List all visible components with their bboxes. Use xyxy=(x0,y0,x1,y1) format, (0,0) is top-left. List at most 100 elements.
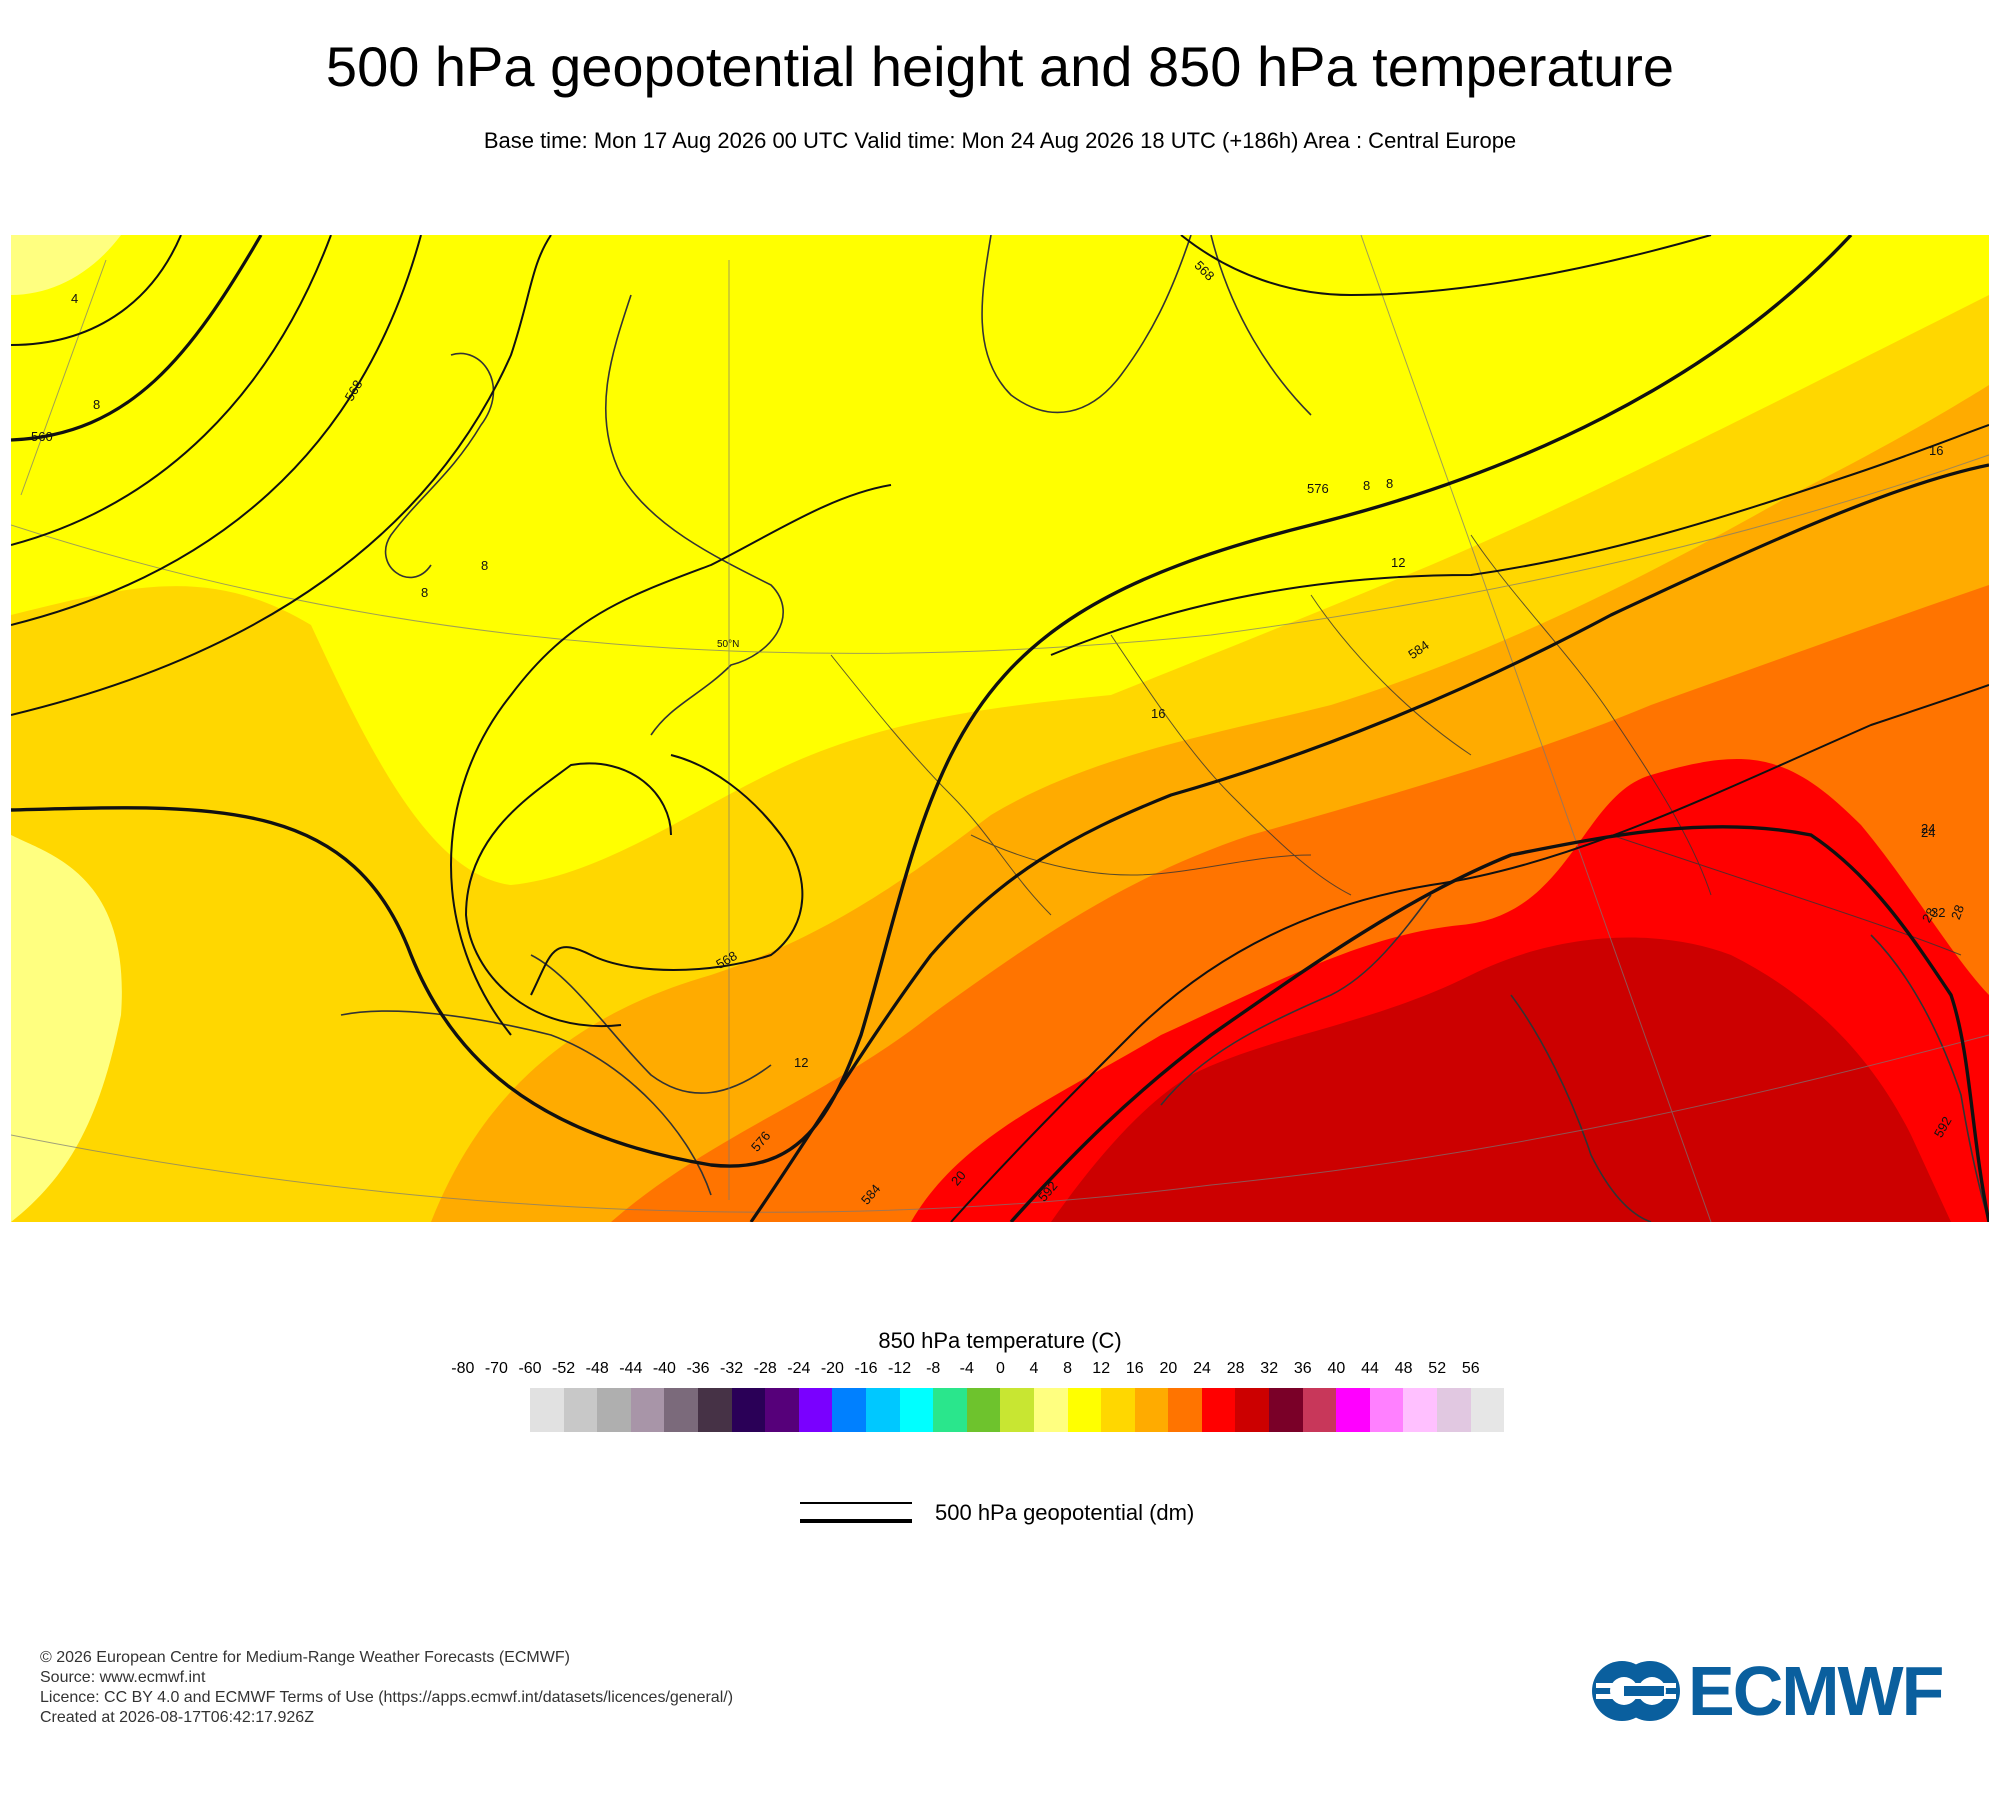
colorbar-swatch xyxy=(765,1388,799,1432)
colorbar-swatch xyxy=(1369,1388,1404,1432)
colorbar xyxy=(530,1388,1505,1432)
licence-line[interactable]: Licence: CC BY 4.0 and ECMWF Terms of Us… xyxy=(40,1689,734,1706)
colorbar-tick-label: 20 xyxy=(1159,1360,1178,1377)
colorbar-swatch xyxy=(597,1388,631,1432)
colorbar-swatch xyxy=(966,1388,1001,1432)
colorbar-swatch xyxy=(1000,1388,1034,1432)
colorbar-tick-label: 56 xyxy=(1461,1360,1480,1377)
colorbar-tick-label: 24 xyxy=(1193,1360,1211,1377)
contour-label: 8 xyxy=(481,558,488,573)
contour-label: 24 xyxy=(1921,821,1935,836)
chart-title: 500 hPa geopotential height and 850 hPa … xyxy=(325,35,1675,98)
colorbar-swatch xyxy=(933,1388,967,1432)
colorbar-tick-label: 12 xyxy=(1092,1360,1111,1377)
colorbar-swatch xyxy=(697,1388,732,1432)
contour-label: 28 xyxy=(1919,905,1939,925)
colorbar-tick-label: 4 xyxy=(1029,1360,1039,1377)
colorbar-tick-label: -40 xyxy=(652,1360,676,1377)
colorbar-swatch xyxy=(630,1388,665,1432)
ecmwf-logo-icon xyxy=(1592,1661,1680,1721)
colorbar-tick-label: -4 xyxy=(959,1360,974,1377)
contour-label: 8 xyxy=(1363,478,1370,493)
weather-map[interactable]: 4 8 560 568 8 8 8 568 576 8 12 584 16 56… xyxy=(11,235,1989,1222)
contour-label: 8 xyxy=(1386,476,1393,491)
colorbar-swatch xyxy=(530,1388,564,1432)
colorbar-tick-label: -52 xyxy=(552,1360,576,1377)
colorbar-tick-label: -20 xyxy=(820,1360,844,1377)
temp-band-0-4 xyxy=(11,235,122,1222)
colorbar-tick-label: -36 xyxy=(686,1360,710,1377)
copyright-line: © 2026 European Centre for Medium-Range … xyxy=(40,1649,570,1666)
chart-subtitle: Base time: Mon 17 Aug 2026 00 UTC Valid … xyxy=(483,128,1517,153)
colorbar-tick-label: 8 xyxy=(1063,1360,1073,1377)
colorbar-tick-label: 28 xyxy=(1226,1360,1245,1377)
colorbar-swatch xyxy=(664,1388,698,1432)
graticule xyxy=(11,235,1989,1222)
colorbar-swatch xyxy=(731,1388,766,1432)
colorbar-swatch xyxy=(563,1388,598,1432)
colorbar-tick-label: 52 xyxy=(1428,1360,1447,1377)
thin-contour-line xyxy=(800,1502,912,1504)
colorbar-swatch xyxy=(1168,1388,1202,1432)
contour-label: 4 xyxy=(71,291,78,306)
colorbar-tick-label: -80 xyxy=(451,1360,475,1377)
colorbar-swatch xyxy=(798,1388,833,1432)
colorbar-swatch xyxy=(1101,1388,1135,1432)
contour-label: 28 xyxy=(1948,903,1967,922)
temp-band-24-28 xyxy=(1051,937,1951,1222)
colorbar-swatch xyxy=(1470,1388,1505,1432)
created-line: Created at 2026-08-17T06:42:17.926Z xyxy=(40,1709,314,1726)
colorbar-tick-label: -16 xyxy=(854,1360,878,1377)
colorbar-swatch xyxy=(1067,1388,1102,1432)
colorbar-swatch xyxy=(1033,1388,1068,1432)
contour-label: 32 xyxy=(1931,905,1945,920)
colorbar-swatch xyxy=(1302,1388,1337,1432)
source-line[interactable]: Source: www.ecmwf.int xyxy=(40,1669,206,1686)
contour-label: 8 xyxy=(421,585,428,600)
colorbar-tick-label: -48 xyxy=(585,1360,609,1377)
colorbar-swatch xyxy=(1437,1388,1471,1432)
colorbar-swatch xyxy=(1235,1388,1270,1432)
colorbar-tick-label: 44 xyxy=(1361,1360,1379,1377)
colorbar-swatch xyxy=(1403,1388,1438,1432)
contour-label: 16 xyxy=(1151,706,1165,721)
contour-label: 8 xyxy=(93,397,100,412)
colorbar-tick-label: 48 xyxy=(1394,1360,1413,1377)
colorbar-tick-label: -28 xyxy=(753,1360,777,1377)
map-canvas: 4 8 560 568 8 8 8 568 576 8 12 584 16 56… xyxy=(11,235,1989,1222)
thick-contour-line xyxy=(800,1519,912,1523)
contour-label: 24 xyxy=(1921,825,1935,840)
colorbar-tick-label: -12 xyxy=(888,1360,912,1377)
colorbar-tick-label: 36 xyxy=(1293,1360,1312,1377)
colorbar-swatch xyxy=(832,1388,866,1432)
colorbar-swatch xyxy=(1201,1388,1236,1432)
geopotential-legend-lines xyxy=(800,1500,912,1524)
coastlines xyxy=(340,235,1989,1222)
contour-label: 560 xyxy=(31,429,53,444)
contour-label: 576 xyxy=(1307,481,1329,496)
colorbar-tick-label: -60 xyxy=(518,1360,542,1377)
colorbar-tick-label: 16 xyxy=(1125,1360,1144,1377)
colorbar-title: 850 hPa temperature (C) xyxy=(878,1328,1122,1353)
graticule-label: 50°N xyxy=(717,639,739,650)
colorbar-swatch xyxy=(1134,1388,1169,1432)
ecmwf-logo[interactable]: ECMWF xyxy=(1590,1652,1960,1730)
geopotential-contours xyxy=(11,235,1989,1222)
contour-label: 12 xyxy=(1391,555,1405,570)
colorbar-tick-labels: -80 -70 -60 -52 -48 -44 -40 -36 -32 -28 -24 -20 -16-… xyxy=(0,1360,2000,1384)
colorbar-tick-label: 40 xyxy=(1327,1360,1346,1377)
colorbar-swatch xyxy=(1336,1388,1370,1432)
geopotential-legend-label: 500 hPa geopotential (dm) xyxy=(935,1500,1195,1525)
colorbar-swatch xyxy=(899,1388,934,1432)
colorbar-tick-label: 0 xyxy=(995,1360,1005,1377)
colorbar-tick-label: 32 xyxy=(1260,1360,1279,1377)
colorbar-swatch xyxy=(1269,1388,1303,1432)
colorbar-swatch xyxy=(865,1388,900,1432)
colorbar-tick-label: -70 xyxy=(484,1360,508,1377)
colorbar-tick-label: -44 xyxy=(619,1360,643,1377)
contour-label: 12 xyxy=(794,1055,808,1070)
colorbar-tick-label: -32 xyxy=(720,1360,744,1377)
colorbar-tick-label: -24 xyxy=(787,1360,811,1377)
contour-label: 16 xyxy=(1929,443,1943,458)
ecmwf-logo-text: ECMWF xyxy=(1688,1652,1944,1730)
